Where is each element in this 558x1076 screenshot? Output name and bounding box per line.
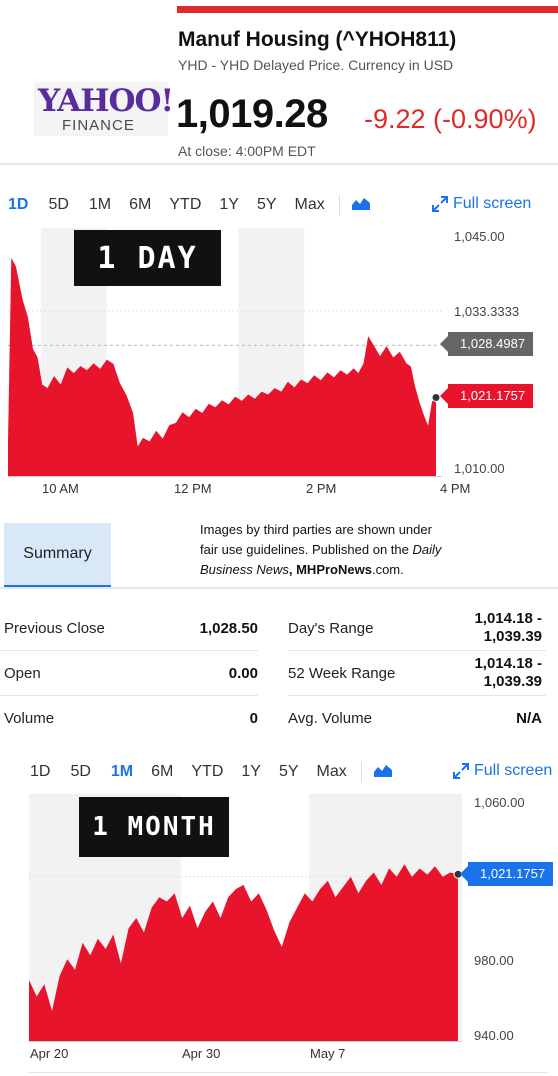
prev-close-pill: 1,028.4987 <box>448 332 534 356</box>
notice-text: .com. <box>371 562 404 577</box>
y-tick: 1,060.00 <box>474 795 525 810</box>
stat-value: 0.00 <box>228 665 258 682</box>
stat-label: Day's Range <box>288 620 374 637</box>
notice-line: Business News, MHProNews.com. <box>200 560 441 580</box>
stat-label: Volume <box>4 710 55 727</box>
top-accent-bar <box>177 6 558 13</box>
tab-ytd[interactable]: YTD <box>191 763 224 780</box>
y-tick: 1,033.3333 <box>454 304 520 319</box>
x-tick: 4 PM <box>440 481 471 496</box>
one-month-overlay: 1 MONTH <box>79 797 229 857</box>
row-divider <box>0 695 258 696</box>
notice-line: fair use guidelines. Published on the Da… <box>200 540 441 560</box>
stat-label: Avg. Volume <box>288 710 372 727</box>
last-price-pill: 1,021.1757 <box>448 384 534 408</box>
notice-line: Images by third parties are shown under <box>200 522 432 537</box>
quote-price: 1,019.28 <box>176 92 328 136</box>
row-divider <box>288 695 546 696</box>
x-tick: May 7 <box>310 1046 346 1061</box>
x-tick: 10 AM <box>42 481 79 496</box>
tab-1y[interactable]: 1Y <box>219 196 239 213</box>
tab-divider <box>338 195 340 215</box>
y-tick: 1,045.00 <box>454 229 505 244</box>
range-tabs-2: 1D 5D 1M 6M YTD 1Y 5Y Max <box>30 762 392 782</box>
tab-ytd[interactable]: YTD <box>169 196 202 213</box>
tab-1y[interactable]: 1Y <box>241 763 261 780</box>
stat-value: N/A <box>516 710 542 727</box>
tab-5d[interactable]: 5D <box>48 196 69 213</box>
expand-icon <box>453 763 469 779</box>
row-divider <box>288 650 546 651</box>
tab-5y[interactable]: 5Y <box>278 763 299 780</box>
fullscreen-label: Full screen <box>453 195 532 212</box>
fullscreen-button-2[interactable]: Full screen <box>453 762 552 780</box>
stat-value: 1,028.50 <box>199 620 258 637</box>
last-price-dot <box>431 392 441 402</box>
last-price-pill: 1,021.1757 <box>468 862 554 886</box>
tab-1d[interactable]: 1D <box>8 196 29 213</box>
tab-max[interactable]: Max <box>316 763 347 780</box>
divider <box>0 587 558 589</box>
tab-divider <box>360 762 362 782</box>
close-time: At close: 4:00PM EDT <box>178 143 316 159</box>
yahoo-finance-logo[interactable]: YAHOO! FINANCE <box>34 82 174 136</box>
notice-bold: , MHProNews <box>288 562 372 577</box>
last-price-dot <box>453 869 462 879</box>
logo-finance-text: FINANCE <box>62 117 135 134</box>
tab-6m[interactable]: 6M <box>129 196 152 213</box>
fair-use-notice: Images by third parties are shown under … <box>200 520 441 580</box>
tab-summary[interactable]: Summary <box>4 523 111 588</box>
y-tick: 940.00 <box>474 1028 514 1043</box>
quote-change: -9.22 (-0.90%) <box>364 104 537 134</box>
stat-value: 0 <box>249 710 258 727</box>
tab-6m[interactable]: 6M <box>151 763 174 780</box>
notice-italic: Business News <box>200 562 289 577</box>
price-area <box>8 257 436 477</box>
range-tabs-1: 1D 5D 1M 6M YTD 1Y 5Y Max <box>8 195 370 215</box>
fullscreen-button-1[interactable]: Full screen <box>432 195 531 213</box>
quote-subtitle: YHD - YHD Delayed Price. Currency in USD <box>178 57 454 73</box>
stat-value: 1,039.39 <box>483 628 542 645</box>
x-tick: Apr 30 <box>182 1046 221 1061</box>
stat-value: 1,039.39 <box>483 673 542 690</box>
tab-5y[interactable]: 5Y <box>256 196 277 213</box>
one-day-overlay: 1 DAY <box>74 230 221 286</box>
stat-value: 1,014.18 - <box>474 610 542 627</box>
quote-title: Manuf Housing (^YHOH811) <box>178 28 457 51</box>
tab-1d[interactable]: 1D <box>30 763 51 780</box>
chart-type-icon[interactable] <box>373 763 392 782</box>
tab-1m[interactable]: 1M <box>88 196 112 213</box>
notice-italic: Daily <box>412 542 442 557</box>
stat-label: Previous Close <box>4 620 105 637</box>
y-tick: 980.00 <box>474 953 514 968</box>
expand-icon <box>432 196 448 212</box>
x-tick: 12 PM <box>174 481 212 496</box>
divider <box>0 163 558 165</box>
stat-label: Open <box>4 665 41 682</box>
tab-5d[interactable]: 5D <box>70 763 91 780</box>
x-tick: Apr 20 <box>30 1046 69 1061</box>
notice-text: fair use guidelines. Published on the <box>200 542 413 557</box>
logo-yahoo-text: YAHOO! <box>38 83 174 119</box>
row-divider <box>0 650 258 651</box>
y-tick: 1,010.00 <box>454 461 505 476</box>
tab-max[interactable]: Max <box>294 196 325 213</box>
x-tick: 2 PM <box>306 481 337 496</box>
fullscreen-label: Full screen <box>474 762 553 779</box>
price-area <box>29 864 458 1042</box>
monthly-chart[interactable] <box>29 794 462 1042</box>
bottom-divider <box>28 1072 548 1073</box>
stat-value: 1,014.18 - <box>474 655 542 672</box>
tab-1m[interactable]: 1M <box>110 763 134 780</box>
chart-type-icon[interactable] <box>351 196 370 215</box>
stat-label: 52 Week Range <box>288 665 396 682</box>
